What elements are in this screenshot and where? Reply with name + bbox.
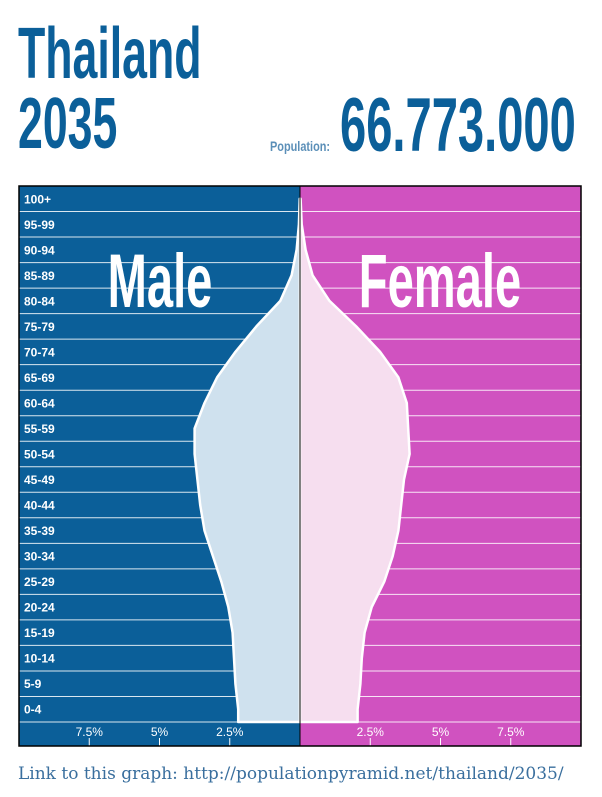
population-value: 66.773.000: [340, 83, 576, 168]
chart-frame: [18, 185, 582, 747]
country-title: Thailand: [18, 14, 202, 94]
age-group-label: 60-64: [24, 397, 55, 411]
male-population-area: [193, 197, 302, 724]
age-group-label: 40-44: [24, 499, 55, 513]
age-group-label: 10-14: [24, 652, 55, 666]
age-group-label: 0-4: [24, 703, 42, 717]
female-label: Female: [359, 240, 521, 324]
x-tick-label: 5%: [151, 725, 169, 739]
population-label: Population:: [270, 138, 331, 154]
female-population-area: [298, 197, 411, 724]
age-group-label: 5-9: [24, 677, 42, 691]
age-group-label: 90-94: [24, 243, 55, 257]
x-tick-label: 7.5%: [76, 725, 104, 739]
x-tick-label: 2.5%: [357, 725, 385, 739]
x-tick-label: 2.5%: [216, 725, 244, 739]
x-tick-label: 7.5%: [497, 725, 525, 739]
age-group-label: 70-74: [24, 345, 55, 359]
age-group-label: 55-59: [24, 422, 55, 436]
age-group-label: 35-39: [24, 524, 55, 538]
x-tick-label: 5%: [432, 725, 450, 739]
year-title: 2035: [18, 84, 118, 164]
age-group-label: 95-99: [24, 218, 55, 232]
age-group-label: 100+: [24, 192, 51, 206]
graph-link[interactable]: Link to this graph: http://populationpyr…: [18, 764, 564, 784]
age-group-label: 50-54: [24, 448, 55, 462]
age-group-label: 75-79: [24, 320, 55, 334]
male-label: Male: [108, 240, 213, 324]
age-group-label: 80-84: [24, 294, 55, 308]
age-group-label: 45-49: [24, 473, 55, 487]
age-group-label: 85-89: [24, 269, 55, 283]
age-group-label: 65-69: [24, 371, 55, 385]
age-group-label: 20-24: [24, 601, 55, 615]
age-group-label: 25-29: [24, 575, 55, 589]
age-group-label: 15-19: [24, 626, 55, 640]
age-group-label: 30-34: [24, 550, 55, 564]
